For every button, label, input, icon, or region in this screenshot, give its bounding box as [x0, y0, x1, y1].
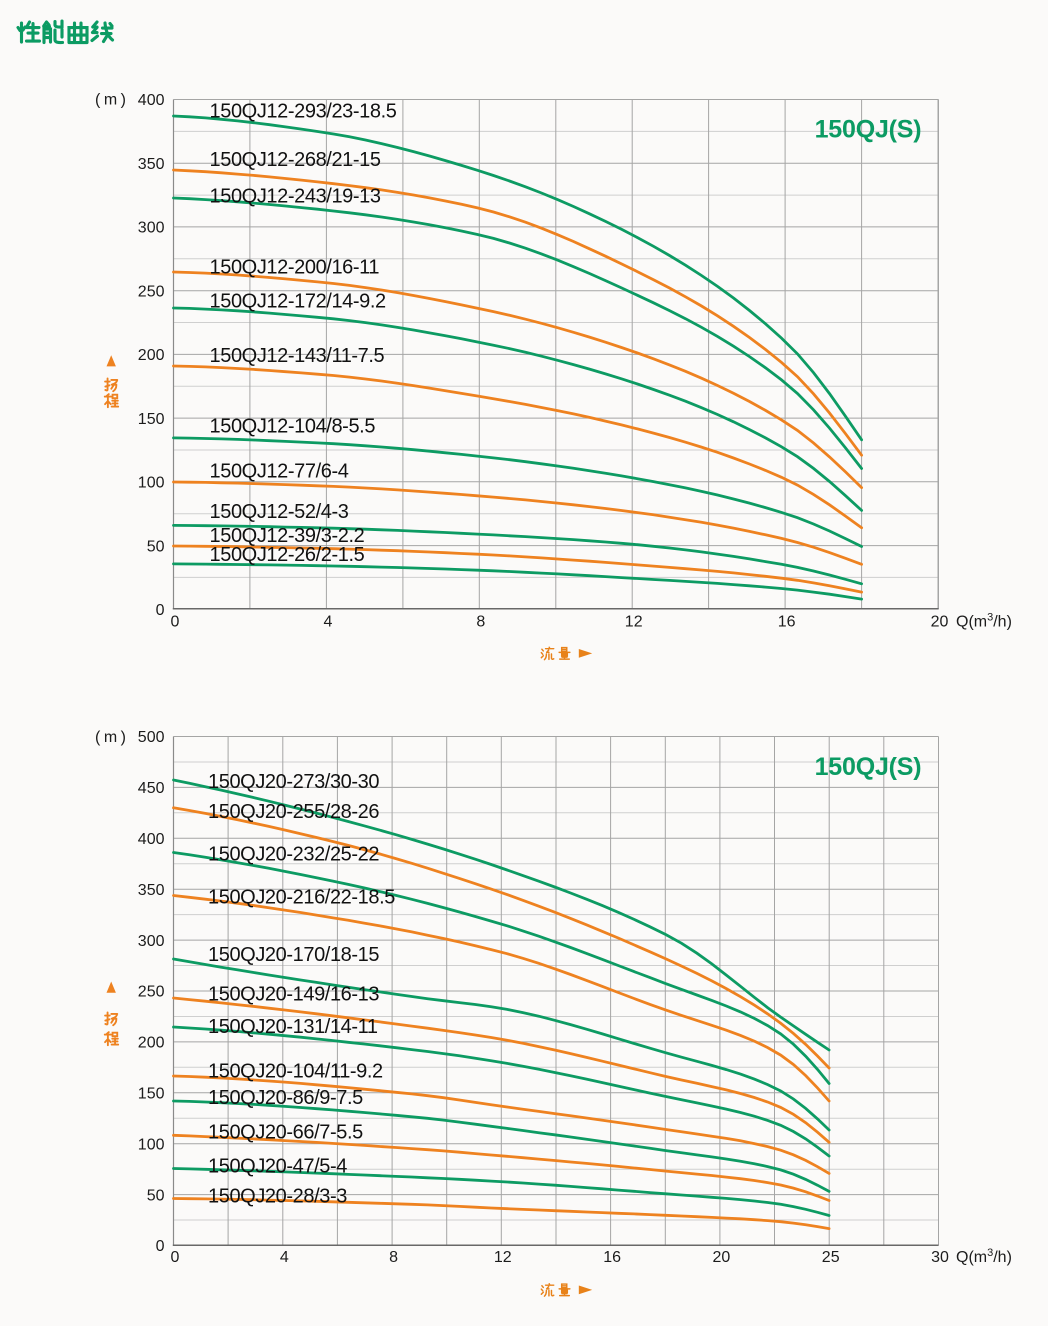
svg-text:12: 12 — [494, 1249, 512, 1266]
svg-text:500: 500 — [138, 729, 165, 746]
svg-text:150QJ12-200/16-11: 150QJ12-200/16-11 — [210, 257, 380, 279]
svg-text:100: 100 — [138, 1136, 165, 1153]
svg-text:150QJ20-28/3-3: 150QJ20-28/3-3 — [208, 1185, 347, 1207]
svg-text:(m): (m) — [95, 729, 129, 746]
svg-text:0: 0 — [171, 614, 180, 631]
svg-text:150QJ(S): 150QJ(S) — [815, 116, 922, 144]
svg-text:150QJ12-52/4-3: 150QJ12-52/4-3 — [210, 501, 349, 523]
svg-text:150QJ20-216/22-18.5: 150QJ20-216/22-18.5 — [208, 887, 395, 909]
svg-text:100: 100 — [138, 475, 165, 492]
svg-text:250: 250 — [138, 984, 165, 1001]
svg-text:150: 150 — [138, 411, 165, 428]
svg-text:150QJ12-243/19-13: 150QJ12-243/19-13 — [210, 186, 381, 208]
svg-text:0: 0 — [171, 1249, 180, 1266]
svg-text:200: 200 — [138, 347, 165, 364]
svg-text:150QJ12-39/3-2.2: 150QJ12-39/3-2.2 — [210, 525, 365, 547]
svg-text:200: 200 — [138, 1035, 165, 1052]
svg-text:0: 0 — [156, 602, 165, 619]
svg-text:150QJ20-149/16-13: 150QJ20-149/16-13 — [208, 984, 379, 1006]
svg-text:400: 400 — [138, 92, 165, 109]
svg-text:8: 8 — [476, 614, 485, 631]
svg-text:150QJ20-104/11-9.2: 150QJ20-104/11-9.2 — [208, 1061, 383, 1083]
svg-text:150QJ12-26/2-1.5: 150QJ12-26/2-1.5 — [210, 544, 365, 566]
svg-text:150QJ12-77/6-4: 150QJ12-77/6-4 — [210, 461, 349, 483]
svg-text:50: 50 — [147, 1187, 165, 1204]
svg-text:250: 250 — [138, 283, 165, 300]
svg-text:300: 300 — [138, 933, 165, 950]
svg-text:4: 4 — [280, 1249, 289, 1266]
svg-text:150QJ12-293/23-18.5: 150QJ12-293/23-18.5 — [210, 100, 397, 122]
svg-text:150QJ20-273/30-30: 150QJ20-273/30-30 — [208, 771, 379, 793]
svg-text:8: 8 — [389, 1249, 398, 1266]
svg-text:150: 150 — [138, 1086, 165, 1103]
svg-text:150QJ12-143/11-7.5: 150QJ12-143/11-7.5 — [210, 345, 385, 367]
svg-text:4: 4 — [323, 614, 332, 631]
svg-text:Q(m3/h): Q(m3/h) — [956, 612, 1012, 631]
svg-text:150QJ20-255/28-26: 150QJ20-255/28-26 — [208, 801, 379, 823]
svg-text:150QJ20-47/5-4: 150QJ20-47/5-4 — [208, 1156, 347, 1178]
svg-text:Q(m3/h): Q(m3/h) — [956, 1247, 1012, 1266]
svg-text:350: 350 — [138, 882, 165, 899]
svg-text:12: 12 — [625, 614, 643, 631]
svg-text:20: 20 — [713, 1249, 731, 1266]
svg-text:16: 16 — [603, 1249, 621, 1266]
svg-text:50: 50 — [147, 538, 165, 555]
svg-text:(m): (m) — [95, 91, 129, 108]
svg-text:150QJ20-66/7-5.5: 150QJ20-66/7-5.5 — [208, 1122, 363, 1144]
svg-text:150QJ20-86/9-7.5: 150QJ20-86/9-7.5 — [208, 1087, 363, 1109]
svg-text:0: 0 — [156, 1238, 165, 1255]
svg-text:350: 350 — [138, 156, 165, 173]
svg-text:150QJ20-232/25-22: 150QJ20-232/25-22 — [208, 844, 379, 866]
svg-text:150QJ20-170/18-15: 150QJ20-170/18-15 — [208, 944, 379, 966]
svg-text:30: 30 — [931, 1249, 949, 1266]
svg-text:450: 450 — [138, 780, 165, 797]
svg-text:300: 300 — [138, 220, 165, 237]
svg-text:16: 16 — [778, 614, 796, 631]
svg-text:150QJ12-104/8-5.5: 150QJ12-104/8-5.5 — [210, 416, 376, 438]
svg-text:400: 400 — [138, 831, 165, 848]
svg-text:150QJ12-268/21-15: 150QJ12-268/21-15 — [210, 149, 381, 171]
svg-text:150QJ12-172/14-9.2: 150QJ12-172/14-9.2 — [210, 291, 387, 313]
svg-text:150QJ(S): 150QJ(S) — [815, 753, 922, 781]
svg-text:150QJ20-131/14-11: 150QJ20-131/14-11 — [208, 1016, 378, 1038]
svg-text:20: 20 — [931, 614, 949, 631]
svg-text:25: 25 — [822, 1249, 840, 1266]
